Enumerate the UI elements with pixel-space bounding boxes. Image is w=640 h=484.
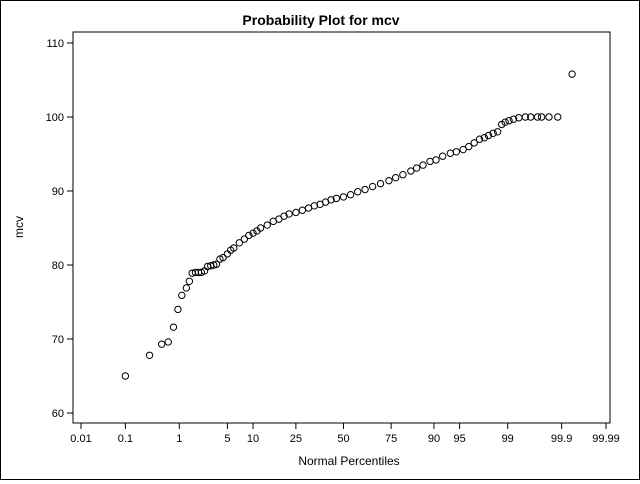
data-point (446, 149, 455, 157)
data-point (452, 148, 461, 156)
data-point (210, 261, 218, 269)
data-point (385, 176, 393, 185)
x-tick-label: 50 (337, 433, 349, 445)
data-point (480, 134, 489, 142)
data-point (407, 167, 415, 175)
data-point (399, 171, 407, 179)
data-point (426, 157, 434, 166)
data-point (157, 340, 166, 348)
data-point (240, 235, 249, 243)
data-point (412, 164, 421, 172)
y-tick-label: 60 (52, 408, 64, 420)
data-point (459, 145, 467, 154)
x-tick-label: 99.99 (592, 433, 620, 445)
plot-area (72, 31, 611, 424)
data-point (419, 161, 427, 169)
data-point (332, 194, 341, 203)
x-tick-label: 90 (428, 433, 440, 445)
data-point (354, 188, 362, 196)
data-point (432, 156, 440, 164)
data-point (164, 338, 172, 346)
x-tick-label: 75 (385, 433, 397, 445)
y-axis: 60 70 80 90 100 110 (46, 38, 73, 420)
data-point (376, 179, 385, 188)
x-tick-label: 99.9 (551, 433, 572, 445)
data-point (361, 185, 369, 194)
data-point (245, 231, 253, 240)
y-axis-label: mcv (12, 216, 26, 238)
data-point (174, 305, 182, 314)
data-point (249, 229, 257, 237)
x-tick-label: 0.1 (118, 433, 133, 445)
data-point (568, 70, 576, 78)
data-point (169, 323, 178, 331)
data-point (263, 221, 271, 229)
data-point (533, 113, 542, 121)
x-tick-label: 5 (224, 433, 230, 445)
data-point (285, 210, 293, 218)
y-tick-label: 90 (52, 186, 64, 198)
data-point (554, 113, 562, 121)
data-points (121, 70, 576, 380)
data-point (121, 372, 130, 380)
data-point (185, 277, 194, 285)
data-point (292, 208, 300, 217)
x-tick-label: 1 (176, 433, 182, 445)
chart-title: Probability Plot for mcv (242, 12, 399, 28)
data-point (493, 128, 502, 136)
x-tick-label: 99 (502, 433, 514, 445)
data-point (545, 113, 553, 121)
y-tick-label: 70 (52, 334, 64, 346)
data-point (339, 193, 348, 201)
y-tick-label: 100 (46, 112, 64, 124)
data-point (465, 142, 473, 151)
y-tick-label: 110 (46, 38, 64, 50)
x-tick-label: 95 (453, 433, 465, 445)
data-point (346, 191, 355, 199)
data-point (178, 291, 186, 300)
data-point (230, 244, 238, 252)
x-axis-label: Normal Percentiles (298, 454, 399, 468)
data-point (182, 284, 191, 292)
y-tick-label: 80 (52, 260, 64, 272)
data-point (368, 182, 377, 191)
x-axis: 0.01 0.1 1 5 10 25 50 75 90 95 99 99.9 99.99 (70, 423, 620, 445)
data-point (438, 152, 447, 160)
data-point (489, 129, 497, 137)
x-tick-label: 0.01 (70, 433, 91, 445)
data-point (327, 196, 335, 204)
data-point (280, 212, 288, 220)
data-point (391, 173, 400, 182)
data-point (256, 224, 265, 232)
data-point (521, 113, 530, 121)
x-tick-label: 10 (247, 433, 259, 445)
data-point (235, 239, 244, 247)
data-point (475, 135, 484, 143)
x-tick-label: 25 (290, 433, 302, 445)
data-point (505, 117, 513, 125)
data-point (537, 113, 546, 121)
data-point (509, 115, 518, 123)
data-point (219, 253, 227, 262)
data-point (212, 260, 221, 268)
data-point (484, 131, 493, 140)
data-point (298, 206, 307, 214)
data-point (145, 351, 154, 359)
data-point (501, 118, 509, 126)
data-point (191, 268, 200, 277)
data-point (470, 139, 478, 147)
